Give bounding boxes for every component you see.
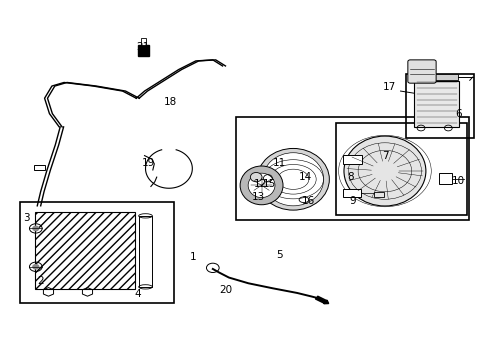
- Circle shape: [33, 226, 39, 230]
- Text: 18: 18: [163, 97, 177, 107]
- Ellipse shape: [262, 153, 323, 206]
- Text: 2: 2: [37, 276, 44, 286]
- Bar: [373, 192, 384, 197]
- Ellipse shape: [240, 166, 283, 205]
- Text: 20: 20: [219, 285, 232, 296]
- Text: 21: 21: [136, 42, 149, 51]
- FancyBboxPatch shape: [407, 60, 435, 83]
- Text: 7: 7: [381, 150, 387, 161]
- Bar: [413, 81, 458, 127]
- Bar: [34, 165, 44, 170]
- Ellipse shape: [247, 173, 274, 198]
- Text: 11: 11: [272, 158, 285, 168]
- Circle shape: [33, 265, 39, 269]
- Text: 16: 16: [302, 196, 315, 206]
- Bar: [139, 216, 152, 287]
- Bar: [235, 117, 468, 220]
- Text: 1: 1: [190, 252, 196, 262]
- Bar: [35, 212, 135, 289]
- FancyArrow shape: [315, 296, 328, 304]
- Text: 17: 17: [383, 82, 396, 93]
- Text: 9: 9: [349, 196, 355, 206]
- Text: 12: 12: [253, 179, 266, 189]
- Bar: [141, 39, 145, 45]
- Text: 13: 13: [251, 192, 264, 202]
- Bar: [406, 74, 473, 138]
- Text: 8: 8: [347, 172, 353, 182]
- Ellipse shape: [343, 136, 425, 206]
- Bar: [438, 173, 451, 184]
- Text: 19: 19: [141, 158, 154, 168]
- Bar: [138, 45, 149, 56]
- Text: 6: 6: [454, 109, 461, 119]
- Text: 3: 3: [22, 213, 29, 222]
- Text: 14: 14: [298, 172, 311, 182]
- Text: 4: 4: [135, 289, 141, 299]
- Bar: [20, 202, 173, 303]
- Bar: [430, 74, 457, 80]
- Bar: [335, 123, 466, 215]
- Ellipse shape: [250, 172, 262, 182]
- Text: 5: 5: [276, 249, 283, 260]
- Text: 15: 15: [263, 179, 276, 189]
- Ellipse shape: [257, 148, 329, 210]
- Bar: [342, 189, 360, 197]
- Bar: [342, 154, 361, 164]
- Text: 10: 10: [450, 176, 464, 186]
